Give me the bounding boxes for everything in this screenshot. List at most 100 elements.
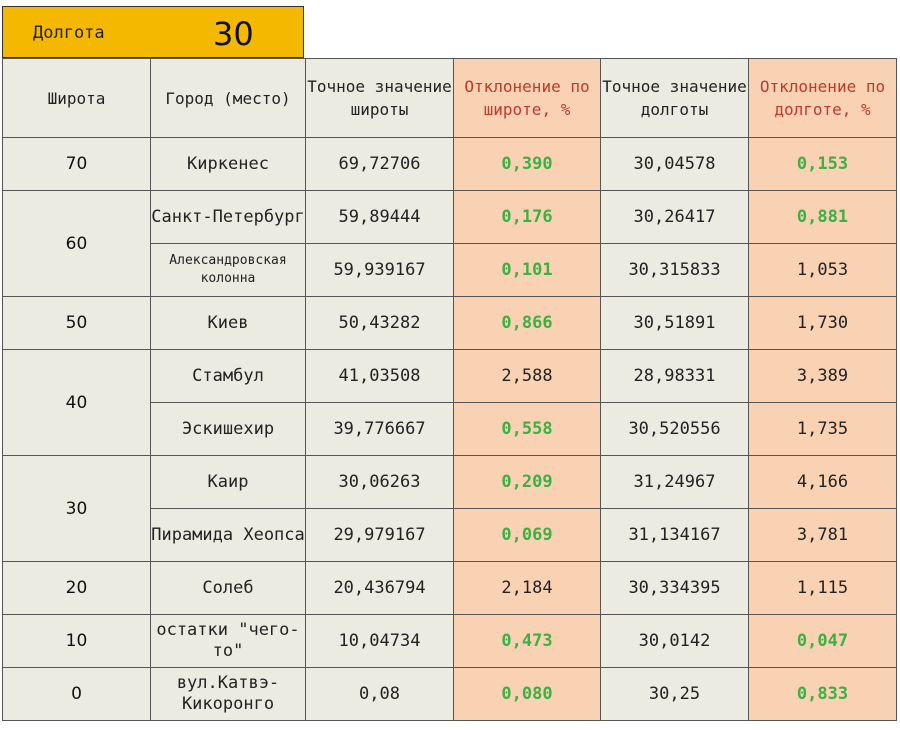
exact-longitude-cell: 30,04578: [600, 137, 749, 191]
exact-latitude-cell: 20,436794: [305, 561, 454, 615]
deviation-value: 0,209: [501, 472, 553, 492]
exact-latitude-cell: 59,939167: [305, 243, 454, 297]
table-row: 40 Стамбул 41,03508 2,588 28,98331 3,389: [2, 349, 897, 456]
exact-latitude-cell: 29,979167: [305, 508, 454, 562]
latitude-cell: 50: [2, 296, 151, 350]
city-cell: Пирамида Хеопса: [150, 508, 306, 562]
column-header-city: Город (место): [150, 58, 306, 138]
exact-longitude-cell: 28,98331: [600, 349, 749, 403]
column-header-latitude-deviation: Отклонение по широте, %: [453, 58, 601, 138]
deviation-value: 0,881: [796, 207, 849, 227]
deviation-value: 1,115: [796, 578, 849, 598]
exact-latitude-cell: 30,06263: [305, 455, 454, 509]
table-row: Пирамида Хеопса 29,979167 0,069 31,134167 3,…: [3, 508, 897, 562]
deviation-value: 0,866: [501, 313, 553, 333]
latitude-cell: 30: [2, 455, 151, 562]
deviation-value: 0,390: [501, 154, 553, 174]
exact-latitude-cell: 69,72706: [305, 137, 454, 191]
exact-latitude-cell: 59,89444: [305, 190, 454, 244]
exact-longitude-cell: 30,0142: [600, 614, 749, 668]
city-cell: Киркенес: [150, 137, 306, 191]
longitude-deviation-cell: 1,053: [748, 243, 897, 297]
latitude-deviation-cell: 0,069: [453, 508, 601, 562]
deviation-value: 0,101: [501, 260, 553, 280]
city-cell: остатки "чего-то": [150, 614, 306, 668]
column-header-longitude-deviation: Отклонение по долготе, %: [748, 58, 897, 138]
city-cell: Солеб: [150, 561, 306, 615]
latitude-deviation-cell: 0,080: [453, 667, 601, 721]
latitude-deviation-cell: 0,473: [453, 614, 601, 668]
deviation-value: 0,176: [501, 207, 553, 227]
latitude-cell: 70: [2, 137, 151, 191]
longitude-value: 30: [213, 15, 254, 53]
table-row: Эскишехир 39,776667 0,558 30,520556 1,735: [3, 402, 897, 456]
table-row: 30 Каир 30,06263 0,209 31,24967 4,166: [2, 455, 897, 562]
longitude-header: Долгота 30: [2, 6, 304, 58]
longitude-deviation-cell: 0,153: [748, 137, 897, 191]
deviation-value: 0,069: [501, 525, 553, 545]
table-row: 60 Санкт-Петербург 59,89444 0,176 30,26417 0,…: [2, 190, 897, 297]
longitude-deviation-cell: 0,881: [748, 190, 897, 244]
longitude-deviation-cell: 1,730: [748, 296, 897, 350]
city-cell: Стамбул: [150, 349, 306, 403]
exact-longitude-cell: 30,26417: [600, 190, 749, 244]
exact-latitude-cell: 50,43282: [305, 296, 454, 350]
deviation-value: 0,558: [501, 419, 553, 439]
deviation-value: 1,735: [796, 419, 849, 439]
column-header-exact-longitude: Точное значение долготы: [600, 58, 749, 138]
deviation-value: 4,166: [796, 472, 849, 492]
longitude-deviation-cell: 1,115: [748, 561, 897, 615]
city-cell: вул.Катвэ-Кикоронго: [150, 667, 306, 721]
column-header-exact-latitude: Точное значение широты: [305, 58, 454, 138]
exact-latitude-cell: 39,776667: [305, 402, 454, 456]
latitude-cell: 20: [2, 561, 151, 615]
city-cell: Каир: [150, 455, 306, 509]
longitude-deviation-cell: 0,833: [748, 667, 897, 721]
table-row: Александровская колонна 59,939167 0,101 30,…: [3, 243, 897, 297]
coordinates-table: Широта Город (место) Точное значение шир…: [2, 58, 897, 721]
deviation-value: 2,184: [501, 578, 553, 598]
latitude-deviation-cell: 0,209: [453, 455, 601, 509]
city-cell: Эскишехир: [150, 402, 306, 456]
longitude-deviation-cell: 4,166: [748, 455, 897, 509]
exact-longitude-cell: 31,134167: [600, 508, 749, 562]
latitude-deviation-cell: 0,390: [453, 137, 601, 191]
table-row: 20 Солеб 20,436794 2,184 30,334395 1,115: [2, 561, 897, 615]
table-body: 70 Киркенес 69,72706 0,390 30,04578 0,153 60 Са…: [2, 137, 897, 721]
longitude-label: Долгота: [33, 23, 105, 43]
table-row: 70 Киркенес 69,72706 0,390 30,04578 0,153: [2, 137, 897, 191]
latitude-deviation-cell: 0,176: [453, 190, 601, 244]
exact-longitude-cell: 30,334395: [600, 561, 749, 615]
deviation-value: 0,047: [796, 631, 849, 651]
latitude-deviation-cell: 2,588: [453, 349, 601, 403]
deviation-value: 0,833: [796, 684, 849, 704]
deviation-value: 0,473: [501, 631, 553, 651]
deviation-value: 3,781: [796, 525, 849, 545]
deviation-value: 2,588: [501, 366, 553, 386]
longitude-deviation-cell: 3,389: [748, 349, 897, 403]
table-row: 10 остатки "чего-то" 10,04734 0,473 30,0142 0…: [2, 614, 897, 668]
exact-longitude-cell: 30,25: [600, 667, 749, 721]
exact-longitude-cell: 30,520556: [600, 402, 749, 456]
latitude-cell: 0: [2, 667, 151, 721]
table-row: 50 Киев 50,43282 0,866 30,51891 1,730: [2, 296, 897, 350]
latitude-cell: 60: [2, 190, 151, 297]
latitude-deviation-cell: 0,558: [453, 402, 601, 456]
longitude-deviation-cell: 1,735: [748, 402, 897, 456]
exact-latitude-cell: 41,03508: [305, 349, 454, 403]
latitude-cell: 10: [2, 614, 151, 668]
deviation-value: 1,053: [796, 260, 849, 280]
deviation-value: 0,080: [501, 684, 553, 704]
table-row: 0 вул.Катвэ-Кикоронго 0,08 0,080 30,25 0,833: [2, 667, 897, 721]
table-header-row: Широта Город (место) Точное значение шир…: [2, 58, 897, 138]
exact-latitude-cell: 10,04734: [305, 614, 454, 668]
exact-longitude-cell: 31,24967: [600, 455, 749, 509]
deviation-value: 3,389: [796, 366, 849, 386]
latitude-cell: 40: [2, 349, 151, 456]
latitude-deviation-cell: 2,184: [453, 561, 601, 615]
latitude-deviation-cell: 0,866: [453, 296, 601, 350]
city-cell: Киев: [150, 296, 306, 350]
deviation-value: 0,153: [796, 154, 849, 174]
column-header-latitude: Широта: [2, 58, 151, 138]
exact-longitude-cell: 30,51891: [600, 296, 749, 350]
